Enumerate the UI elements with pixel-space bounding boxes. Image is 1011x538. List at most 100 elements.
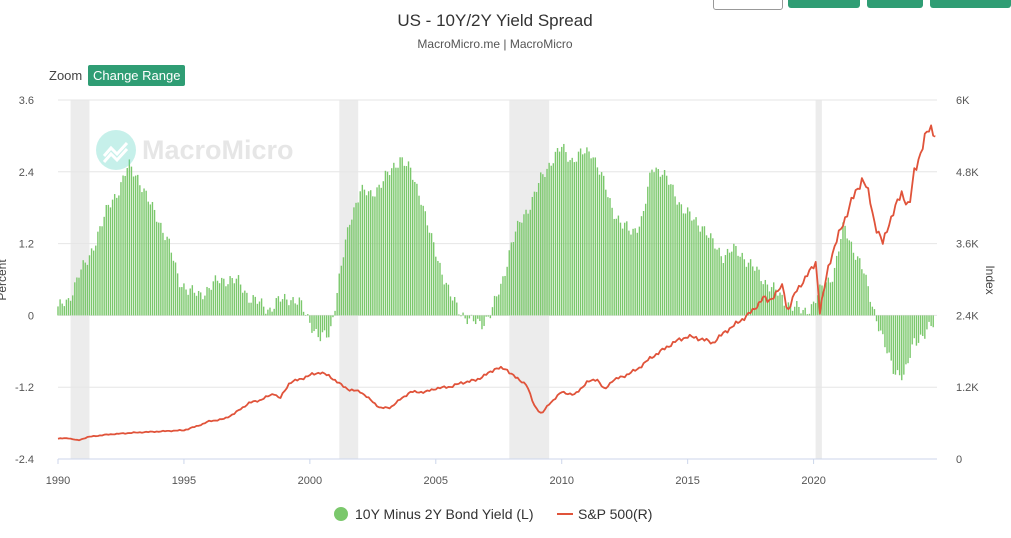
spread-bar [248, 302, 250, 316]
spread-bar [756, 266, 758, 316]
spread-bar [498, 294, 500, 316]
spread-bar [321, 315, 324, 333]
spread-bar [166, 236, 168, 316]
spread-bar [111, 199, 114, 316]
spread-bar [716, 249, 718, 316]
spread-bar [856, 256, 859, 316]
spread-bar [82, 260, 84, 316]
spread-bar [355, 202, 357, 316]
toolbar-button-2[interactable] [788, 0, 860, 8]
spread-bar [185, 289, 187, 316]
spread-bar [689, 211, 691, 316]
spread-bar [430, 233, 433, 316]
spread-bar [739, 256, 741, 316]
spread-bar [338, 273, 340, 316]
spread-bar [531, 196, 534, 316]
legend-item-spread[interactable]: 10Y Minus 2Y Bond Yield (L) [334, 506, 534, 522]
recession-band [339, 100, 359, 459]
spread-bar [105, 204, 107, 316]
spread-bar [204, 295, 206, 316]
spread-bar [668, 184, 670, 316]
spread-bar [898, 315, 901, 376]
toolbar-button-4[interactable] [930, 0, 1011, 8]
spread-bar [714, 248, 716, 316]
spread-bar [273, 308, 275, 316]
spread-bar [623, 222, 626, 316]
y-left-tick-label: 2.4 [19, 167, 34, 179]
watermark-text: MacroMicro [142, 134, 294, 165]
spread-bar [472, 315, 475, 322]
change-range-button[interactable]: Change Range [88, 65, 186, 86]
spread-bar [632, 228, 634, 316]
spread-bar [859, 258, 861, 316]
spread-bar [311, 315, 313, 333]
legend-item-sp500[interactable]: S&P 500(R) [557, 506, 652, 522]
spread-bar [235, 278, 238, 316]
spread-bar [212, 281, 215, 316]
spread-bar [558, 151, 561, 316]
spread-bar [686, 207, 689, 316]
spread-bar [319, 315, 322, 342]
spread-bar [516, 220, 519, 316]
chart-title: US - 10Y/2Y Yield Spread [397, 11, 593, 30]
spread-bar [537, 183, 540, 316]
spread-bar [892, 315, 895, 374]
spread-bar [489, 315, 492, 319]
y-right-tick-label: 1.2K [956, 382, 979, 394]
spread-bar [894, 315, 897, 375]
spread-bar [814, 303, 817, 316]
spread-bar [271, 311, 273, 316]
spread-bar [850, 241, 853, 316]
spread-bar [395, 167, 397, 316]
toolbar-button-3[interactable] [867, 0, 923, 8]
spread-bar [218, 283, 221, 316]
spread-bar [707, 237, 710, 316]
spread-bar [103, 216, 105, 316]
spread-bar [577, 151, 580, 316]
spread-bar [871, 306, 874, 316]
spread-bar [728, 252, 731, 316]
spread-bar [835, 255, 838, 316]
spread-bar [825, 282, 827, 316]
spread-bar [378, 184, 380, 316]
spread-bar [651, 169, 653, 316]
spread-bar [239, 284, 242, 316]
spread-bar [657, 169, 659, 316]
spread-bar [838, 251, 840, 316]
y-right-tick-label: 2.4K [956, 310, 979, 322]
spread-bar [867, 286, 869, 316]
spread-bar [619, 222, 622, 316]
spread-bar [917, 315, 920, 343]
spread-bar [884, 315, 886, 348]
spread-bar [508, 250, 510, 316]
spread-bar [552, 163, 555, 316]
spread-bar [590, 158, 592, 316]
spread-bar [252, 295, 254, 316]
spread-bar [737, 255, 739, 316]
spread-bar [328, 315, 330, 338]
spread-bar [216, 280, 219, 316]
spread-bar [485, 315, 487, 317]
spread-bar [229, 276, 231, 316]
spread-bar [810, 304, 813, 316]
spread-bar [844, 225, 846, 316]
spread-bar [579, 148, 582, 316]
spread-bar [101, 226, 103, 316]
spread-bar [292, 297, 294, 316]
x-tick-label: 1995 [172, 475, 196, 487]
spread-bar [214, 275, 217, 316]
spread-bar [561, 146, 563, 316]
toolbar-button-1[interactable] [713, 0, 783, 10]
y-right-tick-label: 6K [956, 95, 970, 107]
spread-bar [130, 166, 133, 316]
spread-bar [678, 202, 680, 316]
spread-bar [680, 204, 683, 316]
spread-bar [370, 190, 372, 316]
spread-bar [628, 230, 630, 316]
spread-bar [752, 266, 754, 316]
spread-bar [808, 313, 811, 316]
spread-bar [376, 187, 378, 316]
x-tick-label: 2010 [549, 475, 573, 487]
spread-bar [642, 211, 645, 316]
